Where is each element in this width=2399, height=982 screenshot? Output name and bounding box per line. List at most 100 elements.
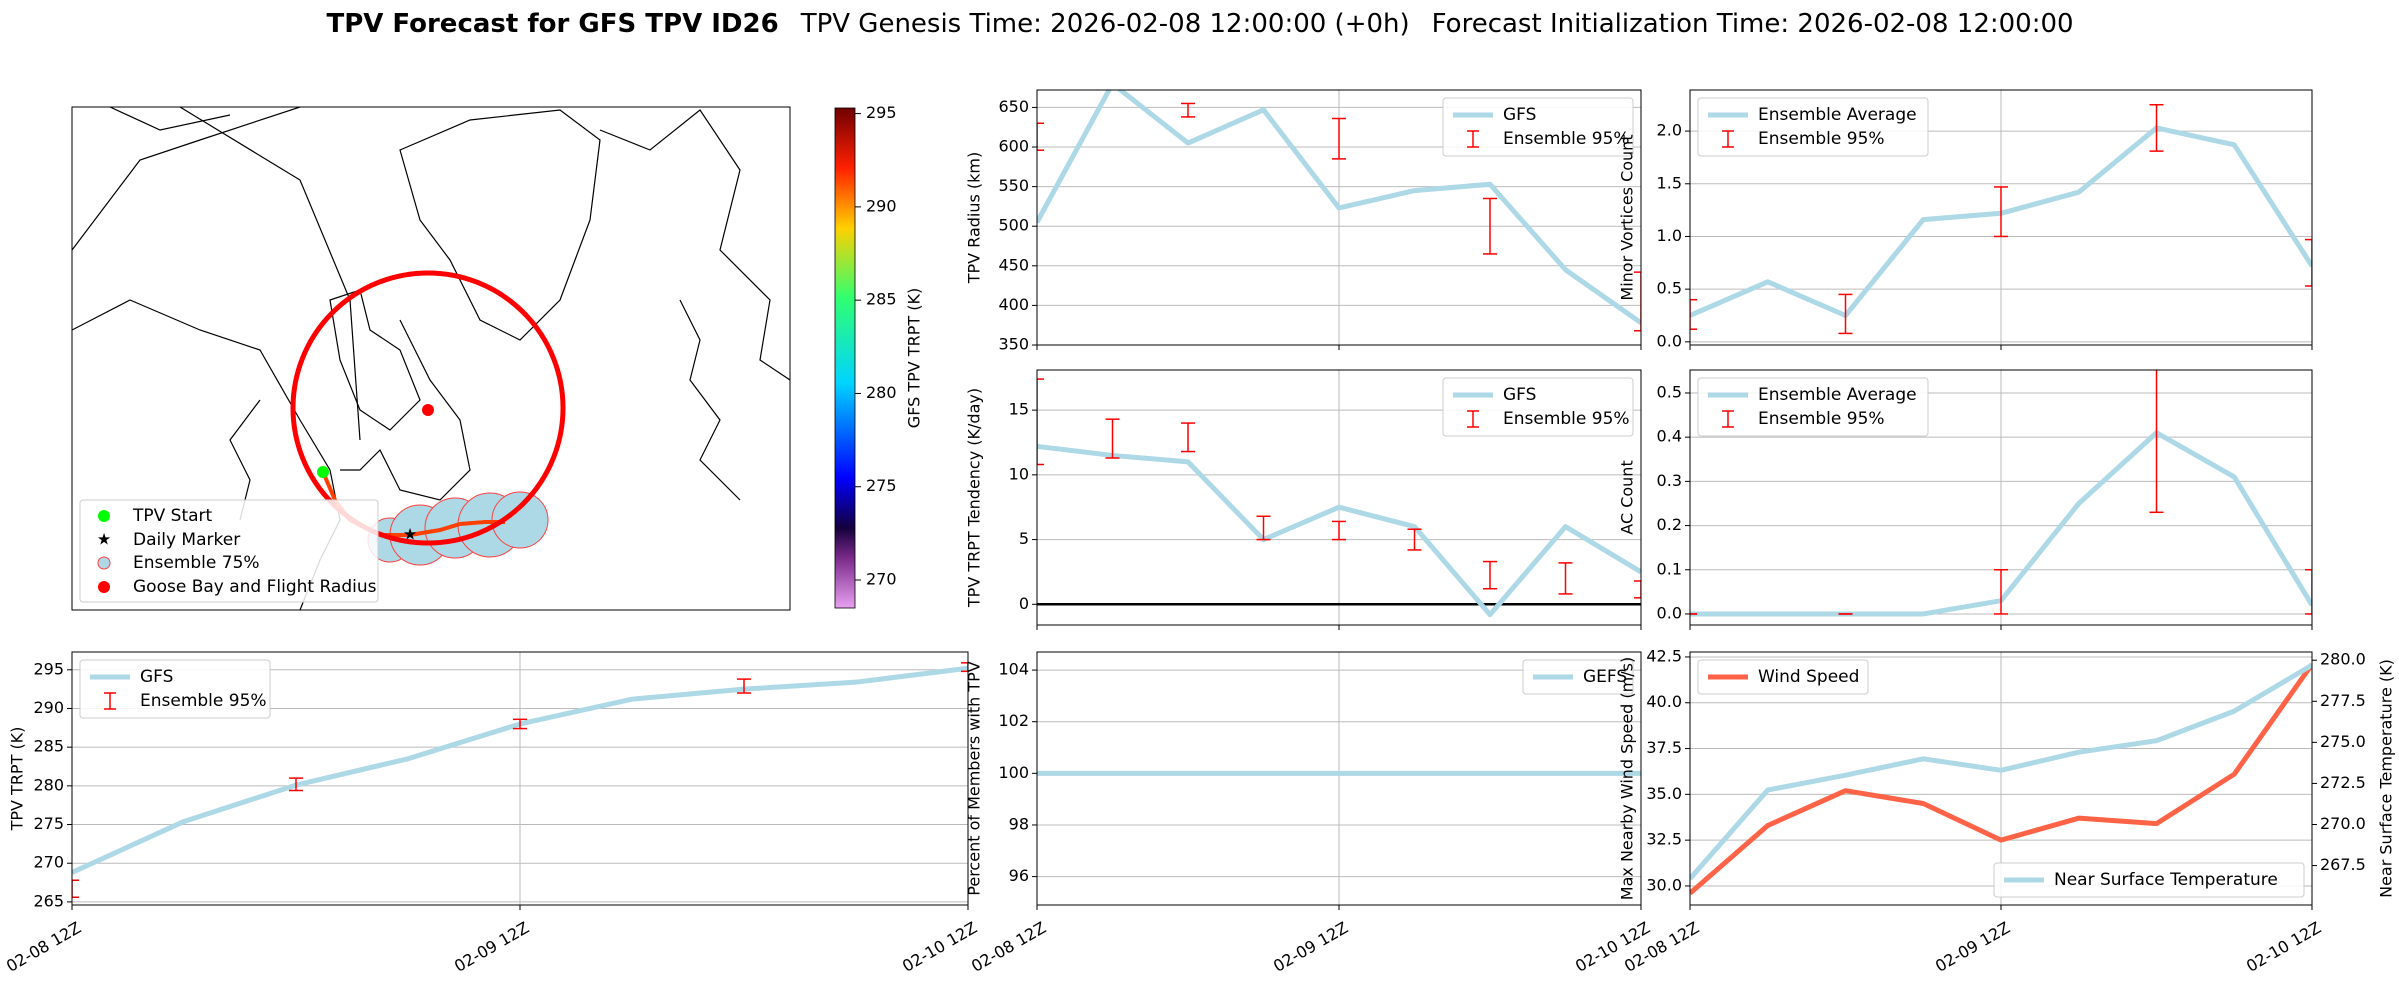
y-tick-label: 0.2 (1657, 515, 1682, 534)
plot-area (1037, 378, 1641, 618)
y2-tick-label: 270.0 (2320, 814, 2366, 833)
y-tick-label: 270 (33, 853, 64, 872)
legend (1522, 659, 1634, 695)
y-tick-label: 15 (1009, 400, 1029, 419)
y-axis-label: Percent of Members with TPV (965, 661, 984, 895)
y-tick-label: 96 (1009, 866, 1029, 885)
plot-area (1037, 90, 1641, 332)
legend-label: Ensemble Average (1758, 385, 1917, 405)
legend (1697, 659, 1869, 695)
error-bar (737, 678, 751, 694)
colorbar-label: GFS TPV TRPT (K) (905, 288, 924, 428)
error-bar (289, 777, 303, 792)
y-tick-label: 10 (1009, 464, 1029, 483)
y-tick-label: 2.0 (1657, 121, 1682, 140)
error-bar (72, 879, 79, 899)
x-tick-label: 02-08 12Z (968, 918, 1049, 976)
y-tick-label: 0.1 (1657, 559, 1682, 578)
y-tick-label: 550 (998, 176, 1029, 195)
error-bar (1483, 560, 1497, 590)
error-bar (1181, 102, 1195, 118)
legend-marker (98, 510, 110, 522)
coastline (329, 289, 421, 431)
y-tick-label: 30.0 (1646, 875, 1682, 894)
error-bar (1483, 197, 1497, 255)
y-tick-label: 1.5 (1657, 173, 1682, 192)
error-bar (1407, 528, 1422, 551)
flight-radius (290, 270, 566, 546)
y-tick-label: 104 (998, 660, 1029, 679)
error-bar (1994, 186, 2008, 238)
legend-label: Ensemble 95% (1503, 129, 1630, 149)
colorbar-tick-label: 295 (866, 103, 897, 122)
y-tick-label: 275 (33, 814, 64, 833)
x-tick-label: 02-08 12Z (3, 918, 84, 976)
plot-frame (1689, 369, 2313, 626)
error-bar (1994, 569, 2008, 615)
legend-label: Ensemble 95% (1503, 409, 1630, 429)
y-tick-label: 280 (33, 775, 64, 794)
daily-marker: ★ (403, 525, 417, 544)
error-bar (2305, 238, 2312, 287)
legend-label: Ensemble 95% (140, 691, 267, 711)
error-bar (1558, 562, 1573, 595)
y-tick-label: 500 (998, 216, 1029, 235)
y-tick-label: 5 (1019, 529, 1029, 548)
error-bar (1690, 298, 1697, 330)
y-tick-label: 0.5 (1657, 382, 1682, 401)
legend-marker (97, 556, 111, 570)
y2-tick-label: 280.0 (2320, 650, 2366, 669)
plot-frame (71, 651, 969, 906)
y-tick-label: 0.3 (1657, 471, 1682, 490)
error-bar (1634, 271, 1641, 332)
plot-area (1690, 662, 2312, 896)
error-bar (2305, 569, 2312, 615)
y2-tick-label: 277.5 (2320, 691, 2366, 710)
y-axis-label: Minor Vortices Count (1618, 134, 1637, 300)
y-tick-label: 1.0 (1657, 226, 1682, 245)
legend-label: GFS (1503, 385, 1536, 405)
legend-label: Ensemble Average (1758, 105, 1917, 125)
y-tick-label: 40.0 (1646, 692, 1682, 711)
plot-area (72, 662, 968, 899)
y-tick-label: 0.4 (1657, 427, 1682, 446)
colorbar-tick-label: 285 (866, 290, 897, 309)
colorbar-tick-label: 270 (866, 570, 897, 589)
legend-label: Wind Speed (1758, 667, 1859, 687)
error-bar (1037, 378, 1044, 466)
x-tick-label: 02-10 12Z (2243, 918, 2324, 976)
title-genesis: TPV Genesis Time: 2026-02-08 12:00:00 (+… (800, 9, 1410, 39)
y-tick-label: 400 (998, 295, 1029, 314)
error-bar (1105, 418, 1120, 459)
legend-label: Daily Marker (133, 530, 240, 550)
border (179, 107, 361, 441)
y2-tick-label: 275.0 (2320, 732, 2366, 751)
series-line (1037, 443, 1641, 618)
y-tick-label: 295 (33, 659, 64, 678)
colorbar-tick-label: 275 (866, 476, 897, 495)
title-init: Forecast Initialization Time: 2026-02-08… (1432, 9, 2074, 39)
y-axis-label: TPV Radius (km) (965, 152, 984, 285)
y-tick-label: 265 (33, 891, 64, 910)
coastline (340, 319, 471, 501)
legend-label: Goose Bay and Flight Radius (133, 577, 377, 597)
legend-label: Ensemble 75% (133, 553, 260, 573)
y-tick-label: 600 (998, 137, 1029, 156)
plot-area (1690, 104, 2312, 335)
goose-bay (422, 404, 434, 416)
error-bar (1181, 422, 1195, 453)
legend-label: Ensemble 95% (1758, 129, 1885, 149)
error-bar (1256, 515, 1271, 541)
error-bar (513, 718, 527, 730)
map-legend (79, 499, 379, 603)
y-tick-label: 0 (1019, 594, 1029, 613)
y-tick-label: 450 (998, 255, 1029, 274)
y2-axis-label: Near Surface Temperature (K) (2377, 659, 2396, 898)
error-bar (961, 662, 968, 673)
legend-label: TPV Start (132, 506, 213, 526)
plot-area (1690, 370, 2312, 617)
y-tick-label: 32.5 (1646, 830, 1682, 849)
legend-label: GEFS (1583, 667, 1627, 687)
y2-tick-label: 272.5 (2320, 773, 2366, 792)
plot-frame (1036, 369, 1642, 626)
